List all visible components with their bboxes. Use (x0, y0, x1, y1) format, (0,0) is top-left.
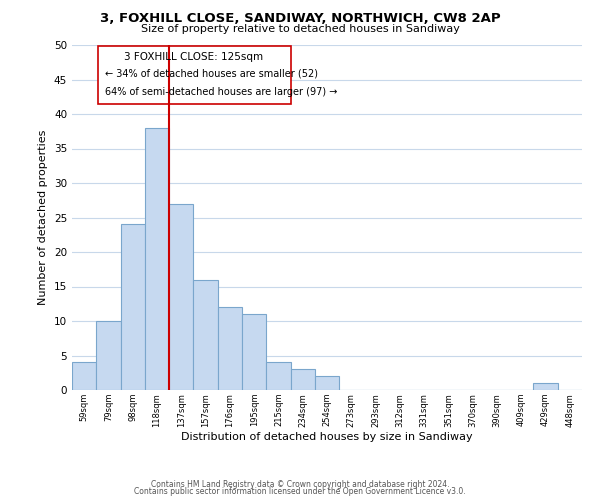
Y-axis label: Number of detached properties: Number of detached properties (38, 130, 49, 305)
Bar (218, 307, 242, 390)
Text: 3 FOXHILL CLOSE: 125sqm: 3 FOXHILL CLOSE: 125sqm (124, 52, 263, 62)
Text: Contains HM Land Registry data © Crown copyright and database right 2024.: Contains HM Land Registry data © Crown c… (151, 480, 449, 489)
Text: ← 34% of detached houses are smaller (52): ← 34% of detached houses are smaller (52… (105, 69, 318, 79)
Bar (533, 383, 558, 390)
Text: Size of property relative to detached houses in Sandiway: Size of property relative to detached ho… (140, 24, 460, 34)
Bar (169, 204, 193, 390)
Bar (193, 280, 218, 390)
Text: 64% of semi-detached houses are larger (97) →: 64% of semi-detached houses are larger (… (105, 87, 337, 97)
Text: Contains public sector information licensed under the Open Government Licence v3: Contains public sector information licen… (134, 487, 466, 496)
Text: 3, FOXHILL CLOSE, SANDIWAY, NORTHWICH, CW8 2AP: 3, FOXHILL CLOSE, SANDIWAY, NORTHWICH, C… (100, 12, 500, 26)
Bar (315, 376, 339, 390)
Bar (145, 128, 169, 390)
Bar (242, 314, 266, 390)
Bar (121, 224, 145, 390)
Bar (290, 370, 315, 390)
FancyBboxPatch shape (97, 46, 290, 104)
Bar (266, 362, 290, 390)
Bar (96, 321, 121, 390)
Bar (72, 362, 96, 390)
X-axis label: Distribution of detached houses by size in Sandiway: Distribution of detached houses by size … (181, 432, 473, 442)
